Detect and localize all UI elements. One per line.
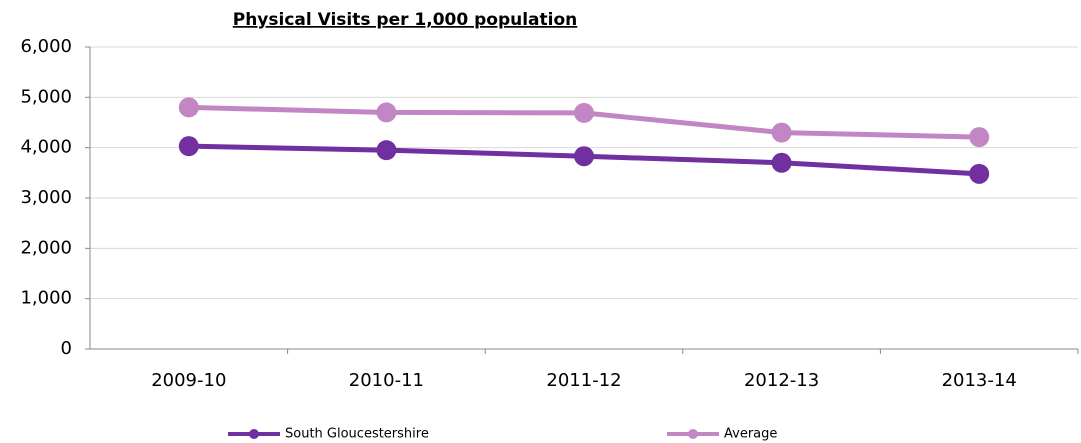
y-tick-label: 2,000 bbox=[20, 237, 72, 258]
x-tick-label: 2013-14 bbox=[942, 370, 1017, 391]
y-tick-label: 0 bbox=[61, 338, 72, 359]
data-point bbox=[771, 152, 792, 173]
x-tick-label: 2012-13 bbox=[744, 370, 819, 391]
legend-label: South Gloucestershire bbox=[285, 427, 429, 442]
data-point bbox=[771, 122, 792, 143]
y-tick-label: 1,000 bbox=[20, 288, 72, 309]
legend-label: Average bbox=[724, 427, 777, 442]
legend-marker bbox=[249, 429, 259, 439]
data-point bbox=[969, 163, 990, 184]
chart-title: Physical Visits per 1,000 population bbox=[233, 10, 578, 30]
legend-marker bbox=[688, 429, 698, 439]
y-tick-label: 5,000 bbox=[20, 86, 72, 107]
x-tick-label: 2010-11 bbox=[349, 370, 424, 391]
data-point bbox=[178, 97, 199, 118]
data-point bbox=[574, 102, 594, 123]
data-point bbox=[376, 102, 397, 123]
y-tick-label: 3,000 bbox=[20, 187, 72, 208]
data-point bbox=[969, 127, 990, 148]
data-point bbox=[178, 136, 199, 157]
y-tick-label: 4,000 bbox=[20, 137, 72, 158]
y-tick-label: 6,000 bbox=[20, 36, 72, 57]
data-point bbox=[574, 146, 594, 167]
x-tick-label: 2011-12 bbox=[546, 370, 621, 391]
data-point bbox=[376, 140, 397, 161]
x-tick-label: 2009-10 bbox=[151, 370, 226, 391]
